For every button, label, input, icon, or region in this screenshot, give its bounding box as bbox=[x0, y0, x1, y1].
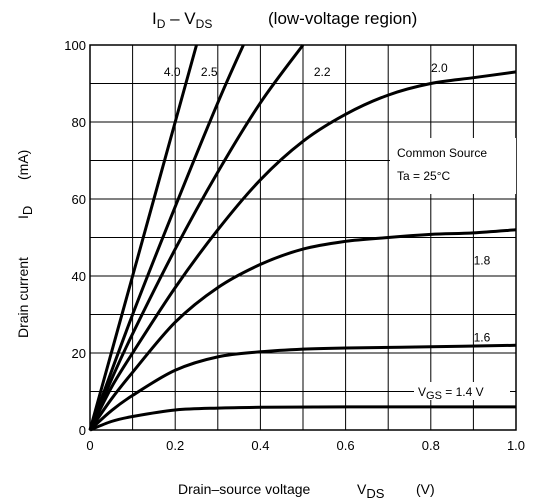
grid bbox=[90, 45, 516, 430]
series-label-4.0: 4.0 bbox=[164, 65, 181, 79]
annotation-line1: Common Source bbox=[397, 146, 487, 160]
series-line-vgs-2.0 bbox=[88, 70, 517, 431]
y-tick-label: 100 bbox=[64, 38, 86, 53]
series-label-2.2: 2.2 bbox=[314, 65, 331, 79]
series-line-vgs-1.4 bbox=[89, 405, 516, 432]
series-line-vgs-1.8 bbox=[88, 228, 517, 431]
x-tick-label: 0 bbox=[86, 438, 93, 453]
y-tick-label: 40 bbox=[72, 269, 86, 284]
series-labels: 4.0 2.5 2.2 2.0 1.8 1.6 bbox=[164, 61, 491, 345]
chart-title: ID – VDS bbox=[152, 9, 212, 31]
series-line-vgs-2.2 bbox=[88, 44, 305, 431]
series-line-vgs-4.0 bbox=[88, 44, 198, 431]
y-axis-symbol: ID bbox=[15, 206, 35, 219]
x-axis-label: Drain–source voltage bbox=[178, 481, 311, 497]
series-label-1.8: 1.8 bbox=[474, 254, 491, 268]
annotation-line2: Ta = 25°C bbox=[397, 169, 450, 183]
y-tick-label: 20 bbox=[72, 346, 86, 361]
chart-subtitle: (low-voltage region) bbox=[268, 9, 417, 28]
series-label-2.0: 2.0 bbox=[431, 61, 448, 75]
series-line-vgs-2.5 bbox=[88, 44, 245, 431]
x-tick-label: 0.8 bbox=[422, 438, 440, 453]
series-line-vgs-1.6 bbox=[88, 343, 517, 432]
y-axis-unit: (mA) bbox=[15, 150, 31, 180]
vgs-label-bg bbox=[414, 382, 510, 400]
x-tick-label: 0.6 bbox=[337, 438, 355, 453]
x-tick-labels: 0 0.2 0.4 0.6 0.8 1.0 bbox=[86, 438, 525, 453]
series-label-1.6: 1.6 bbox=[474, 331, 491, 345]
x-axis-symbol: VDS bbox=[357, 481, 385, 501]
x-tick-label: 0.4 bbox=[251, 438, 269, 453]
y-tick-labels: 0 20 40 60 80 100 bbox=[64, 38, 86, 438]
y-tick-label: 80 bbox=[72, 115, 86, 130]
vgs-label: VGS = 1.4 V bbox=[418, 385, 484, 402]
annotation-box bbox=[390, 138, 516, 194]
y-tick-label: 0 bbox=[79, 423, 86, 438]
y-tick-label: 60 bbox=[72, 192, 86, 207]
x-axis-unit: (V) bbox=[416, 481, 435, 497]
x-tick-label: 1.0 bbox=[507, 438, 525, 453]
series-label-2.5: 2.5 bbox=[201, 65, 218, 79]
x-tick-label: 0.2 bbox=[166, 438, 184, 453]
y-axis-label: Drain current bbox=[15, 257, 31, 338]
series-lines bbox=[88, 44, 517, 432]
